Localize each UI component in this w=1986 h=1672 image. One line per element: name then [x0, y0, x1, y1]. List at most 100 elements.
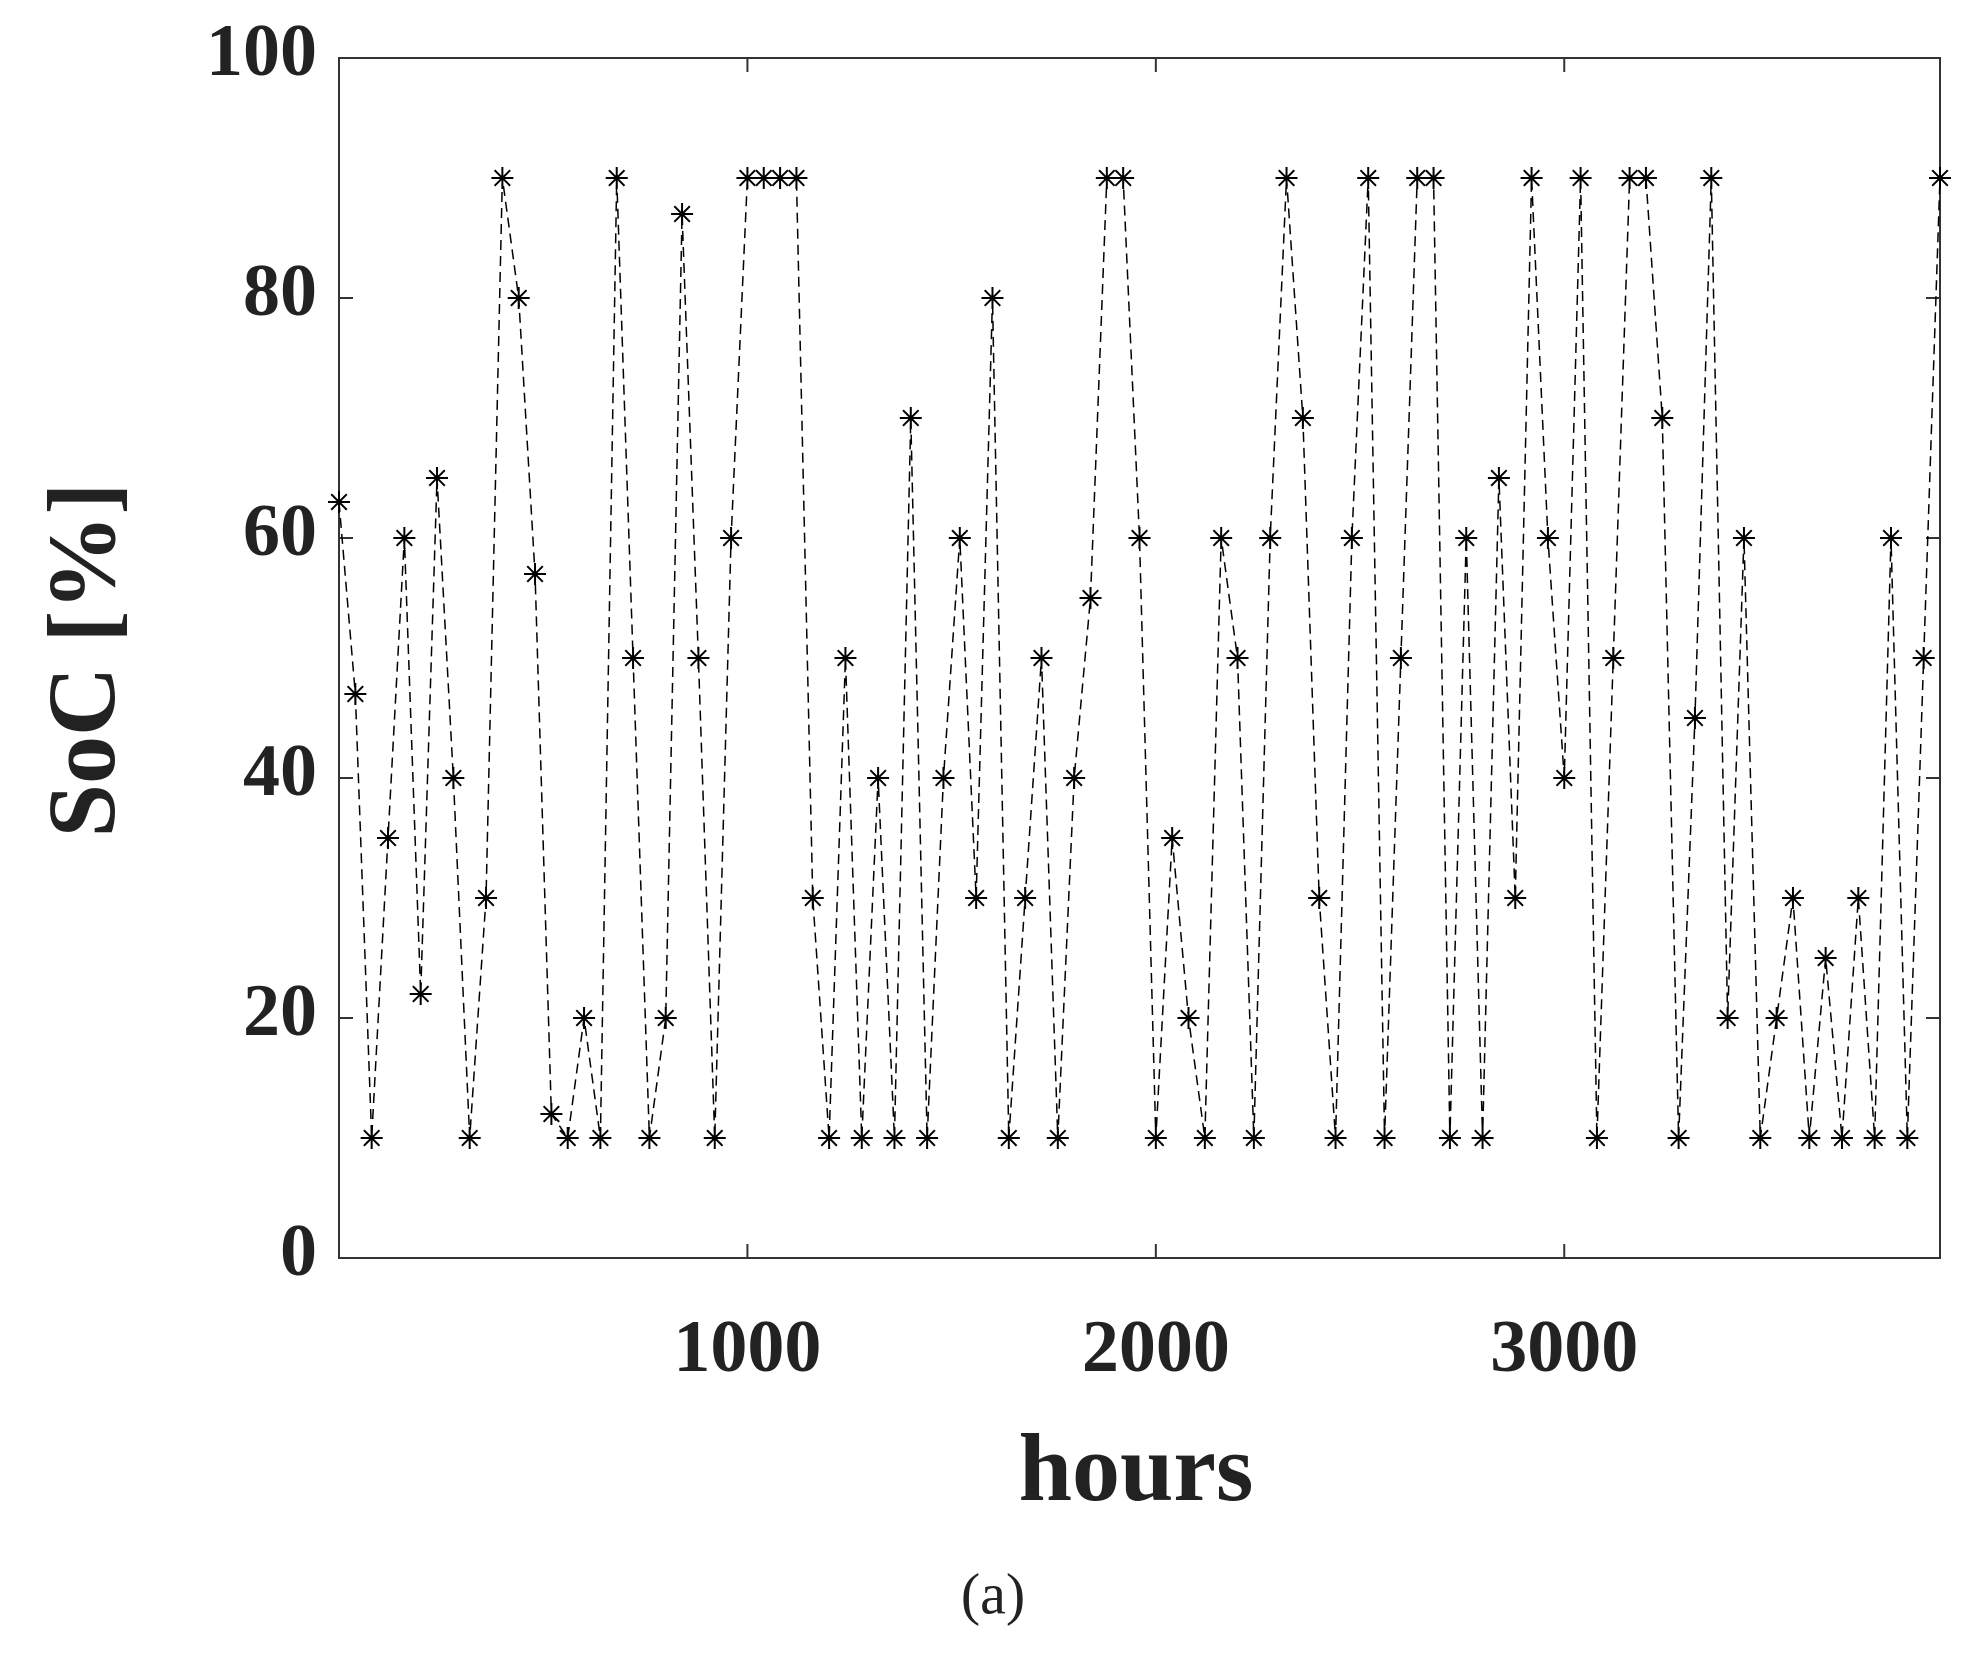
data-point [867, 767, 890, 789]
data-point [965, 887, 988, 909]
data-point [1700, 167, 1723, 189]
data-point [1357, 167, 1380, 189]
data-point [1438, 1127, 1461, 1149]
data-point [948, 527, 971, 549]
y-tick-label: 60 [243, 490, 317, 572]
data-point [1553, 767, 1576, 789]
data-point [981, 287, 1004, 309]
data-point [671, 203, 694, 225]
data-point [703, 1127, 726, 1149]
data-point [1912, 647, 1935, 669]
data-point [1210, 527, 1233, 549]
data-point [1422, 167, 1445, 189]
data-point [883, 1127, 906, 1149]
data-point [1879, 527, 1902, 549]
data-point [1161, 827, 1184, 849]
y-tick-label: 40 [243, 730, 317, 812]
data-point [1177, 1007, 1200, 1029]
data-point [1569, 167, 1592, 189]
data-point [916, 1127, 939, 1149]
data-point [1732, 527, 1755, 549]
y-axis-label: SoC [%] [28, 483, 135, 838]
data-point [1079, 587, 1102, 609]
data-point [1095, 167, 1118, 189]
data-point [1929, 167, 1951, 189]
data-point [1585, 1127, 1608, 1149]
data-point [899, 407, 922, 429]
data-point [1291, 407, 1314, 429]
data-point [573, 1007, 596, 1029]
data-point [769, 167, 792, 189]
data-point [1602, 647, 1625, 669]
x-tick-label: 2000 [1082, 1306, 1230, 1388]
data-point [1046, 1127, 1069, 1149]
data-point [1471, 1127, 1494, 1149]
y-tick-label: 80 [243, 250, 317, 332]
data-point [834, 647, 857, 669]
data-point [1373, 1127, 1396, 1149]
data-point [589, 1127, 612, 1149]
data-point [1128, 527, 1151, 549]
data-point [850, 1127, 873, 1149]
data-point [1112, 167, 1135, 189]
data-point [638, 1127, 661, 1149]
data-point [1798, 1127, 1821, 1149]
data-point [1226, 647, 1249, 669]
data-point [409, 983, 432, 1005]
x-tick-label: 1000 [673, 1306, 821, 1388]
data-point [1144, 1127, 1167, 1149]
data-point [1814, 947, 1837, 969]
data-point [540, 1103, 563, 1125]
data-point [1618, 167, 1641, 189]
data-point [1242, 1127, 1265, 1149]
data-point [328, 491, 350, 513]
data-point [1455, 527, 1478, 549]
data-point [1651, 407, 1674, 429]
data-point [1324, 1127, 1347, 1149]
data-point [1406, 167, 1429, 189]
data-point [1014, 887, 1037, 909]
data-point [1536, 527, 1559, 549]
data-point [344, 683, 367, 705]
data-point [1781, 887, 1804, 909]
data-point [426, 467, 449, 489]
data-point [1896, 1127, 1919, 1149]
data-point [1830, 1127, 1853, 1149]
data-point [1308, 887, 1331, 909]
data-point [393, 527, 416, 549]
data-point [818, 1127, 841, 1149]
data-point [687, 647, 710, 669]
x-tick-label: 3000 [1490, 1306, 1638, 1388]
data-point [442, 767, 465, 789]
data-point [377, 827, 400, 849]
data-point [1389, 647, 1412, 669]
data-point [785, 167, 808, 189]
data-point [1863, 1127, 1886, 1149]
data-point [1487, 467, 1510, 489]
series-line [338, 177, 1941, 1141]
data-point [752, 167, 775, 189]
data-point [1259, 527, 1282, 549]
data-point [1193, 1127, 1216, 1149]
data-point [1716, 1007, 1739, 1029]
data-point [507, 287, 530, 309]
data-point [1634, 167, 1657, 189]
data-point [1275, 167, 1298, 189]
data-point [997, 1127, 1020, 1149]
data-point [736, 167, 759, 189]
data-point [491, 167, 514, 189]
data-point [1504, 887, 1527, 909]
data-point [1340, 527, 1363, 549]
data-point [458, 1127, 481, 1149]
data-point [1520, 167, 1543, 189]
data-point [475, 887, 498, 909]
plot-frame [338, 57, 1941, 1259]
y-tick-label: 100 [206, 10, 317, 92]
data-point [556, 1127, 579, 1149]
data-point [360, 1127, 383, 1149]
data-point [1063, 767, 1086, 789]
data-point [1667, 1127, 1690, 1149]
data-point [524, 563, 547, 585]
data-point [1765, 1007, 1788, 1029]
